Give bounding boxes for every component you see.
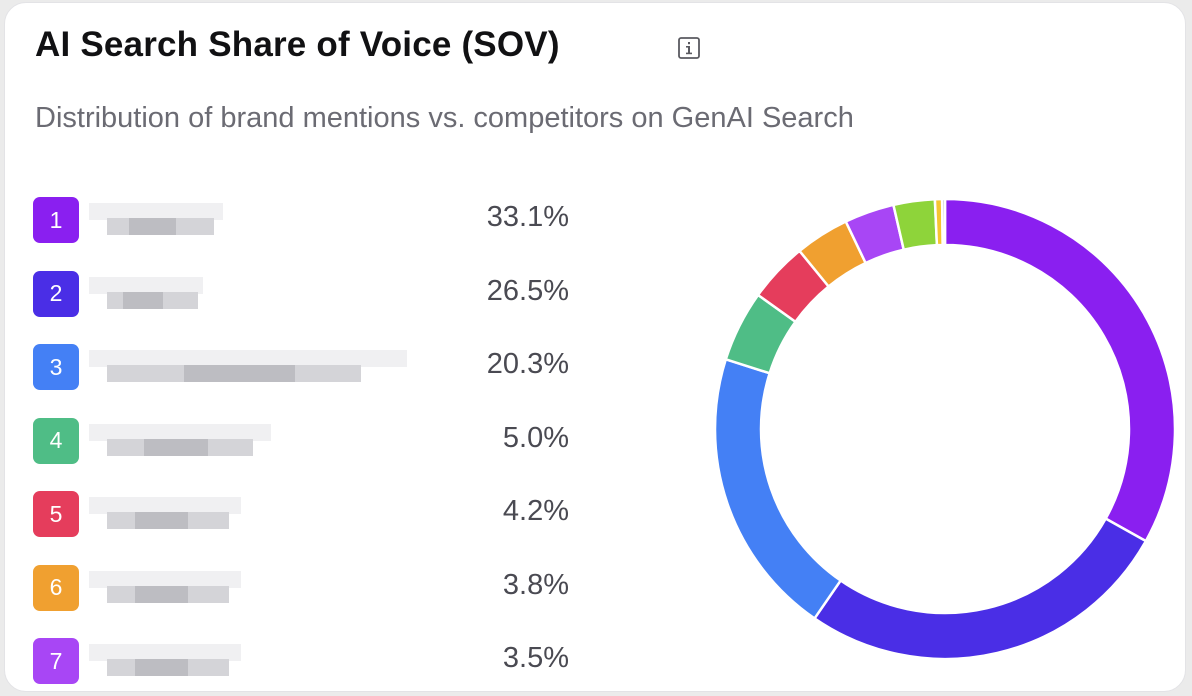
- share-percent: 4.2%: [502, 495, 569, 527]
- redacted-brand-name: [89, 418, 271, 464]
- redacted-brand-name: [89, 638, 241, 684]
- legend-row[interactable]: 2 26.5%: [33, 270, 593, 317]
- redacted-brand-name: [89, 344, 407, 390]
- share-percent: 26.5%: [486, 274, 569, 307]
- legend-row[interactable]: 3 20.3%: [33, 344, 593, 390]
- rank-badge: 2: [33, 270, 79, 317]
- legend-row[interactable]: 6 3.8%: [33, 564, 593, 611]
- redacted-brand-name: [89, 565, 241, 611]
- legend-row[interactable]: 4 5.0%: [33, 417, 593, 464]
- rank-badge: 5: [33, 491, 79, 537]
- donut-slice-2[interactable]: [813, 517, 1148, 661]
- share-percent: 20.3%: [486, 348, 569, 380]
- card-subtitle: Distribution of brand mentions vs. compe…: [35, 102, 854, 134]
- donut-slice-3[interactable]: [713, 358, 842, 620]
- redacted-brand-name: [89, 271, 203, 317]
- donut-chart: [713, 197, 1177, 661]
- share-percent: 3.8%: [502, 568, 569, 601]
- rank-badge: 1: [33, 197, 79, 243]
- rank-badge: 3: [33, 344, 79, 390]
- redacted-brand-name: [89, 197, 223, 243]
- card-title: AI Search Share of Voice (SOV): [35, 25, 560, 64]
- redacted-brand-name: [89, 491, 241, 537]
- legend-row[interactable]: 1 33.1%: [33, 197, 593, 243]
- donut-slice-1[interactable]: [943, 197, 1177, 543]
- share-percent: 5.0%: [502, 421, 569, 454]
- sov-card: AI Search Share of Voice (SOV) Distribut…: [4, 2, 1186, 692]
- legend-row[interactable]: 5 4.2%: [33, 491, 593, 537]
- legend-row[interactable]: 7 3.5%: [33, 638, 593, 684]
- rank-badge: 7: [33, 638, 79, 684]
- share-percent: 3.5%: [502, 642, 569, 674]
- rank-badge: 4: [33, 417, 79, 464]
- info-icon[interactable]: [677, 36, 701, 60]
- rank-badge: 6: [33, 564, 79, 611]
- donut-slice-other[interactable]: [940, 197, 947, 247]
- share-percent: 33.1%: [486, 201, 569, 233]
